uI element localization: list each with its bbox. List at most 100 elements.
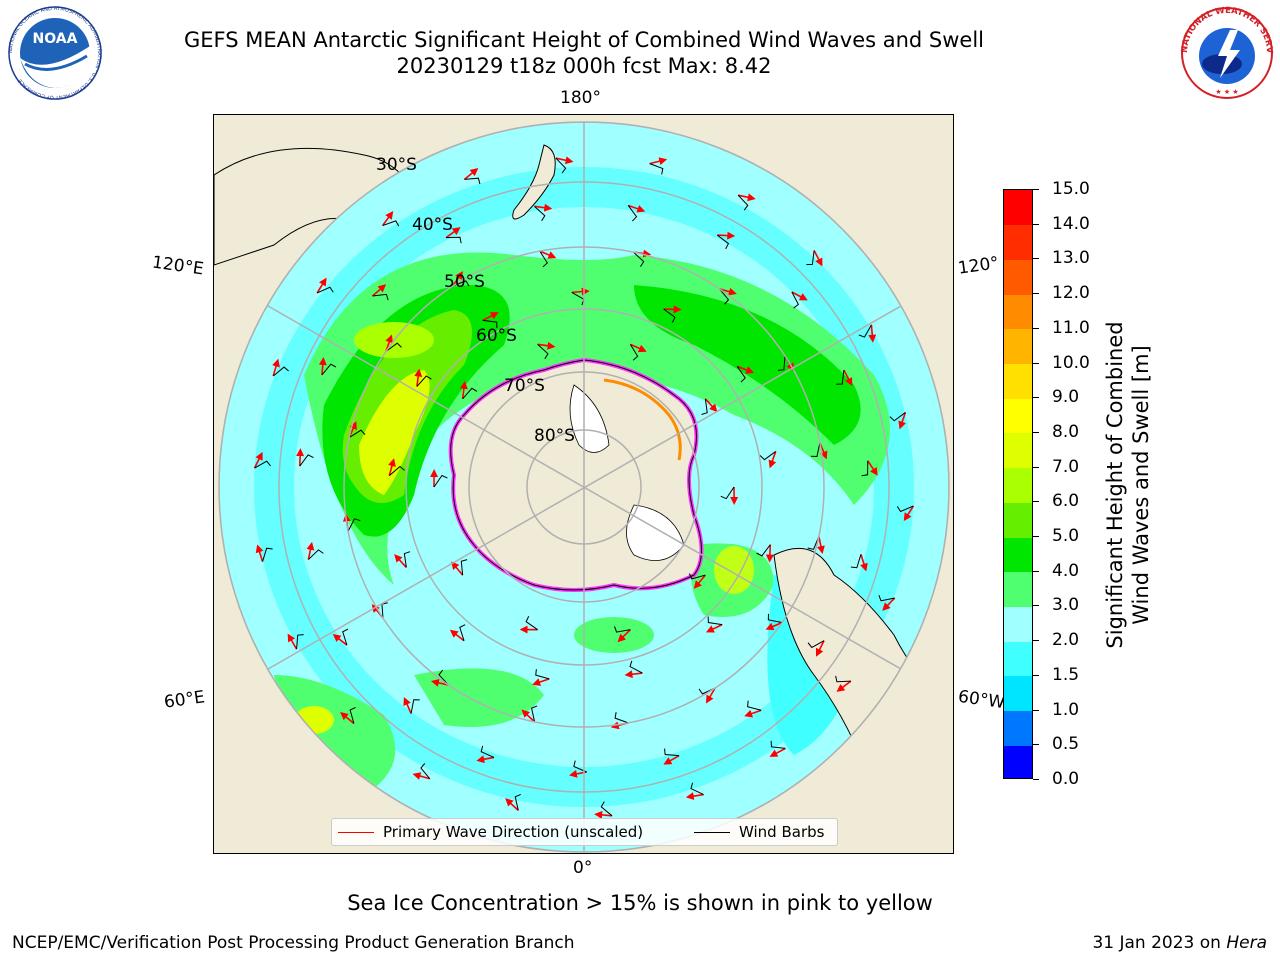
colorbar-segment <box>1004 259 1032 295</box>
wind-barb <box>737 194 749 211</box>
colorbar-tick-label: 7.0 <box>1052 456 1080 477</box>
colorbar-tick-label: 3.0 <box>1052 595 1080 616</box>
new-zealand-land <box>512 144 556 220</box>
wind-barb <box>629 344 639 361</box>
wind-barb <box>262 547 273 562</box>
wave-arrow <box>340 711 355 725</box>
wave-arrow <box>903 505 915 522</box>
wave-arrow <box>860 554 868 572</box>
colorbar-tick <box>1033 501 1039 503</box>
colorbar-tick-label: 2.0 <box>1052 630 1080 651</box>
colorbar-title: Significant Height of Combined Wind Wave… <box>1102 321 1154 648</box>
wave-arrow <box>571 287 590 296</box>
wind-barb <box>539 250 549 268</box>
wind-barb <box>308 549 324 560</box>
wave-arrow <box>663 305 682 314</box>
colorbar-tick-label: 15.0 <box>1052 179 1090 199</box>
wind-barb <box>707 616 723 626</box>
wave-arrow <box>463 168 479 181</box>
colorbar-segment <box>1004 432 1032 469</box>
colorbar-segment <box>1004 606 1032 642</box>
title-line-2: 20230129 t18z 000h fcst Max: 8.42 <box>396 54 772 78</box>
wind-barb <box>720 486 735 500</box>
wave-arrow <box>482 312 499 322</box>
wind-barb <box>716 234 730 250</box>
wave-arrow <box>306 541 315 560</box>
colorbar-tick-label: 12.0 <box>1052 283 1090 304</box>
wind-barb <box>836 370 845 385</box>
colorbar-tick-label: 5.0 <box>1052 526 1080 547</box>
wind-barb <box>807 640 825 649</box>
wave-arrow <box>555 156 574 165</box>
lat-label-70s: 70°S <box>504 376 545 396</box>
colorbar-segment <box>1004 537 1032 573</box>
wind-barb <box>649 163 664 175</box>
wind-barb <box>389 465 405 477</box>
wind-barb <box>349 707 356 724</box>
wind-barb <box>858 324 872 338</box>
map-panel[interactable]: 30°S 40°S 50°S 60°S 70°S 80°S <box>213 114 954 854</box>
wind-barb <box>573 760 587 773</box>
wave-arrow <box>898 412 907 430</box>
wind-barb <box>531 705 538 722</box>
wave-arrow <box>836 680 852 692</box>
lon-label-60e: 60°E <box>162 687 207 713</box>
colorbar-tick-label: 8.0 <box>1052 421 1080 442</box>
lon-label-60w: 60°W <box>956 686 1007 714</box>
wind-barb <box>663 308 676 323</box>
footer-credit: NCEP/EMC/Verification Post Processing Pr… <box>12 933 575 953</box>
wave-arrow <box>381 211 394 227</box>
wind-barb <box>614 712 629 724</box>
wave-arrow <box>371 284 387 297</box>
wave-arrow <box>685 792 704 801</box>
legend-red-line <box>338 831 374 833</box>
colorbar-tick <box>1033 605 1039 607</box>
wind-barb <box>688 573 706 580</box>
lat-label-50s: 50°S <box>444 272 485 292</box>
wind-barb <box>459 624 466 641</box>
wave-arrow <box>445 227 461 239</box>
wave-arrow <box>630 343 647 353</box>
wind-barb <box>342 628 349 646</box>
wave-arrow <box>791 291 808 301</box>
wind-barb <box>600 801 613 817</box>
colorbar-segment <box>1004 224 1032 260</box>
wave-arrow <box>867 460 878 476</box>
legend-wind-barbs: Wind Barbs <box>694 823 824 841</box>
colorbar-tick <box>1033 466 1039 468</box>
wind-barb <box>410 699 420 714</box>
wind-barb <box>514 793 521 811</box>
colorbar <box>1003 189 1033 779</box>
wave-arrow <box>663 754 680 765</box>
wind-barb <box>627 205 638 222</box>
wave-arrow <box>452 271 463 287</box>
legend-wind-label: Wind Barbs <box>739 823 825 841</box>
wind-barb <box>629 660 643 674</box>
wind-barb <box>806 250 815 266</box>
colorbar-segment <box>1004 745 1032 778</box>
lon-label-180: 180° <box>560 88 601 108</box>
wave-arrow <box>705 623 723 633</box>
wind-barb <box>525 616 538 631</box>
wind-barb <box>254 460 271 469</box>
colorbar-segment <box>1004 190 1032 226</box>
sea-ice-note: Sea Ice Concentration > 15% is shown in … <box>347 891 933 915</box>
svg-text:★ ★ ★: ★ ★ ★ <box>1215 88 1238 96</box>
wave-arrow <box>693 574 706 589</box>
wind-barb <box>272 366 289 377</box>
wind-barb <box>736 366 746 383</box>
svg-text:NOAA: NOAA <box>33 31 78 47</box>
wave-arrow <box>868 324 877 343</box>
lat-label-60s: 60°S <box>476 326 517 346</box>
wave-arrow <box>412 772 431 780</box>
wind-barb <box>462 387 478 400</box>
wave-arrow <box>765 544 774 563</box>
wave-arrow <box>719 287 737 296</box>
wave-arrow <box>813 250 823 267</box>
wave-arrow <box>882 597 896 611</box>
wave-arrow <box>388 458 396 476</box>
wave-arrow <box>532 678 550 686</box>
wind-barb <box>299 454 314 467</box>
colorbar-tick <box>1033 327 1039 329</box>
wave-max-core <box>359 370 430 495</box>
